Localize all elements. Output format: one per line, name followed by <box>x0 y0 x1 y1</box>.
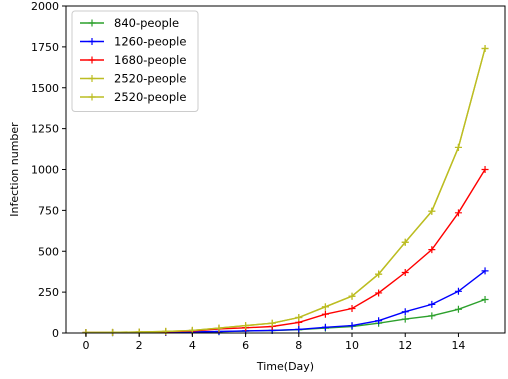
legend-entry: 840-people <box>80 16 179 30</box>
data-point <box>454 305 462 313</box>
data-point <box>481 45 489 53</box>
data-point <box>481 166 489 173</box>
y-tick-label: 1000 <box>31 164 59 177</box>
legend-entry: 1260-people <box>80 35 186 49</box>
x-tick-label: 10 <box>345 339 359 352</box>
data-point <box>375 270 383 278</box>
data-point <box>109 328 117 336</box>
series-line <box>86 298 486 334</box>
axes: 0 2 4 6 8 10 12 14 0 250 500 750 1000 1250 1500 1750 200… <box>31 0 506 352</box>
series-2 <box>82 166 489 337</box>
legend-label: 2520-people <box>114 90 186 104</box>
legend-marker <box>88 75 96 82</box>
x-tick-label: 12 <box>398 339 412 352</box>
legend-box <box>71 10 199 112</box>
data-point <box>428 300 436 308</box>
data-point <box>295 313 303 321</box>
y-tick-label: 500 <box>38 245 59 258</box>
data-point <box>481 295 489 303</box>
data-point <box>321 323 329 331</box>
x-tick-label: 2 <box>136 339 143 352</box>
data-point <box>162 327 170 335</box>
legend-marker <box>88 56 96 64</box>
legend-entry: 1680-people <box>80 53 186 67</box>
x-tick-label: 0 <box>82 339 89 352</box>
y-tick-label: 1250 <box>31 123 59 136</box>
data-point <box>454 143 462 151</box>
data-point <box>401 315 409 323</box>
data-point <box>375 317 383 325</box>
y-tick-label: 1750 <box>31 41 59 54</box>
data-point <box>295 325 303 333</box>
legend-label: 2520-people <box>114 72 186 86</box>
y-tick-label: 750 <box>38 204 59 217</box>
y-tick-label: 2000 <box>31 0 59 13</box>
series-1 <box>82 267 489 337</box>
data-point <box>428 207 436 215</box>
data-point <box>321 303 329 311</box>
legend-label: 840-people <box>114 16 179 30</box>
legend: 840-people 1260-people 1680-people 2520-peo… <box>71 10 199 112</box>
data-point <box>401 269 409 277</box>
x-axis-label: Time(Day) <box>256 360 314 373</box>
data-point <box>428 312 436 320</box>
x-tick-label: 4 <box>189 339 196 352</box>
y-axis-label: Infection number <box>8 122 21 217</box>
legend-marker <box>88 38 96 45</box>
series-line <box>86 270 486 334</box>
series-line <box>85 48 486 334</box>
y-tick-label: 0 <box>52 327 59 340</box>
x-tick-label: 8 <box>295 339 302 352</box>
data-point <box>454 209 462 217</box>
data-point <box>348 292 356 300</box>
data-point <box>215 324 223 332</box>
data-point <box>481 267 489 275</box>
legend-marker <box>88 93 96 101</box>
legend-entry: 2520-people <box>80 90 186 104</box>
data-point <box>428 246 436 254</box>
legend-label: 1260-people <box>114 35 186 49</box>
x-tick-label: 6 <box>242 339 249 352</box>
data-point <box>454 287 462 295</box>
series-line <box>86 169 486 334</box>
data-point <box>401 308 409 316</box>
data-point <box>348 304 356 312</box>
y-tick-label: 1500 <box>31 82 59 95</box>
y-tick-label: 250 <box>38 286 59 299</box>
plot-area <box>82 45 489 337</box>
data-point <box>348 322 356 330</box>
legend-entry: 2520-people <box>80 72 186 86</box>
x-tick-label: 14 <box>451 339 465 352</box>
data-point <box>375 289 383 297</box>
data-point <box>268 319 276 327</box>
legend-marker <box>88 19 96 27</box>
data-point <box>242 322 250 330</box>
data-point <box>321 310 329 318</box>
data-point <box>401 238 409 246</box>
legend-label: 1680-people <box>114 53 186 67</box>
series-4 <box>82 45 489 337</box>
